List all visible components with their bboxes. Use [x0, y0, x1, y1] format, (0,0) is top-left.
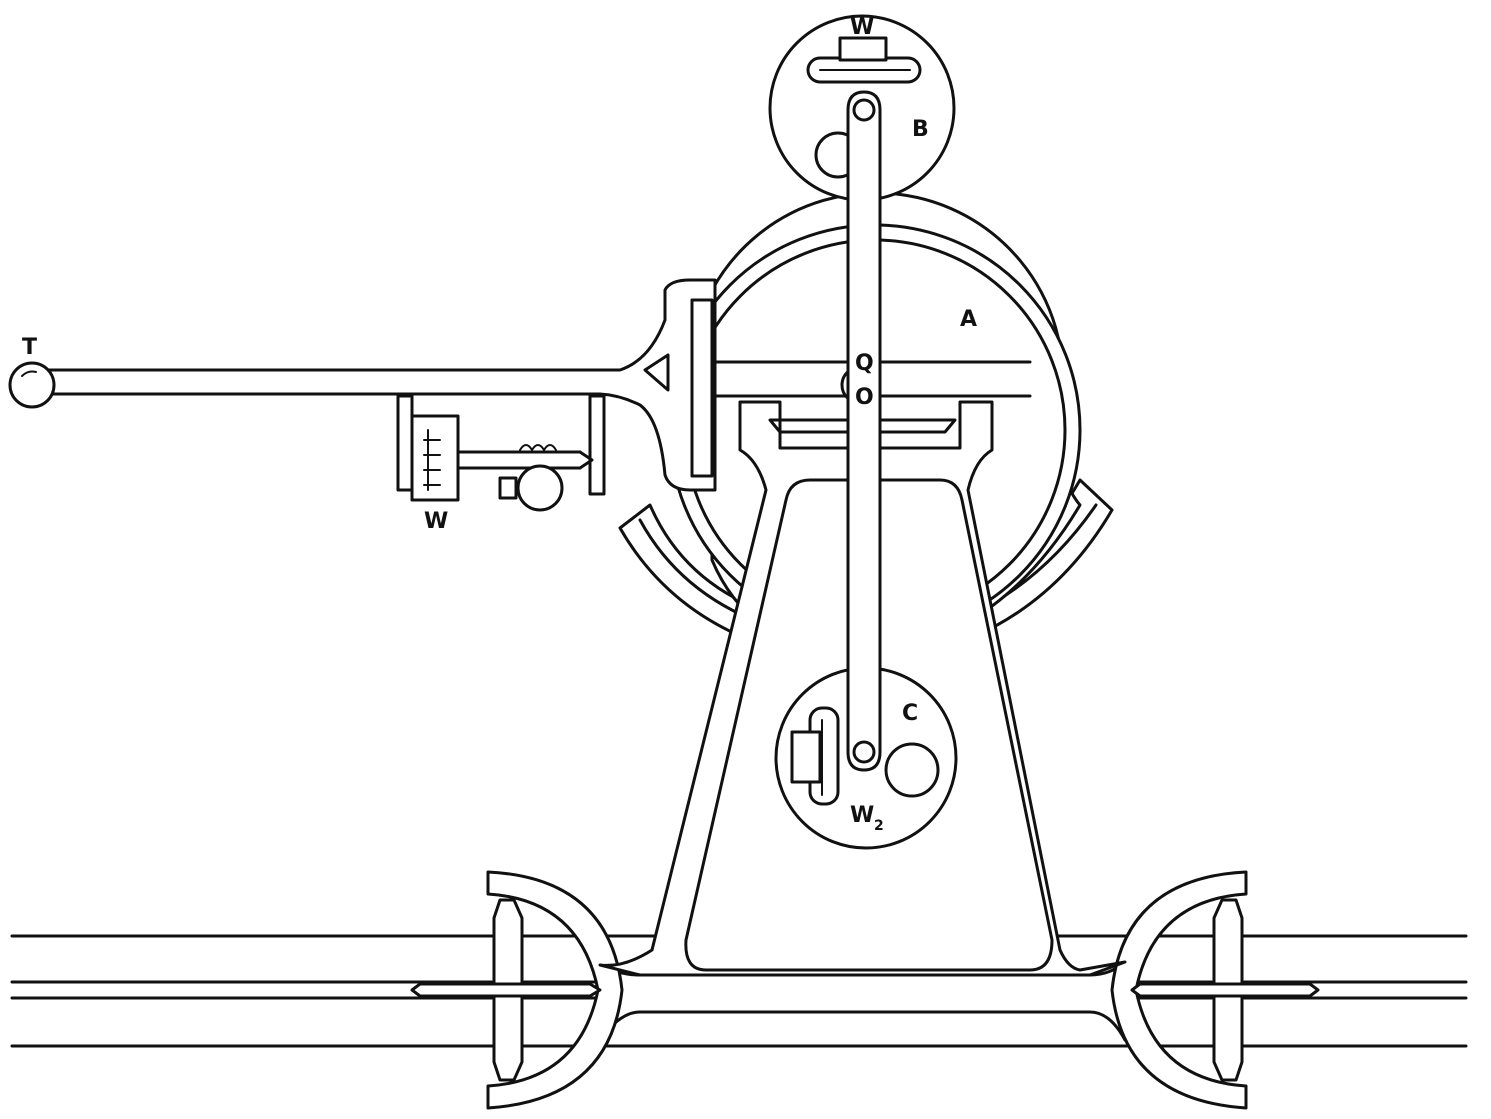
pin-bottom — [852, 740, 876, 764]
scale-w-left — [410, 414, 460, 502]
stand-top-slot — [768, 418, 957, 434]
label-q: Q — [855, 351, 874, 376]
pointer-arm — [8, 278, 717, 492]
label-a: A — [960, 307, 977, 332]
label-w-left: W — [424, 509, 448, 534]
label-b: B — [912, 117, 929, 142]
label-t: T — [22, 335, 37, 360]
scale-w-top-slider — [838, 36, 888, 62]
label-c: C — [902, 701, 918, 726]
arm-triangle — [643, 353, 670, 392]
label-w-top: W — [850, 15, 874, 40]
right-rail-clamp — [1110, 870, 1320, 1110]
pin-top — [852, 98, 876, 122]
dial-left — [516, 464, 564, 512]
label-w2: W — [850, 803, 874, 828]
label-w2-subscript: 2 — [874, 818, 884, 834]
dial-c — [884, 742, 940, 798]
disc-c — [774, 666, 958, 850]
ball-t — [8, 361, 56, 409]
label-o: O — [855, 385, 874, 410]
pendulum-bar — [846, 90, 882, 772]
arm-slider — [690, 298, 714, 478]
left-rail-clamp — [410, 870, 624, 1110]
micrometer-w-left — [396, 394, 606, 512]
scale-w2-slider — [790, 730, 822, 784]
a-frame-inner — [684, 478, 1054, 972]
